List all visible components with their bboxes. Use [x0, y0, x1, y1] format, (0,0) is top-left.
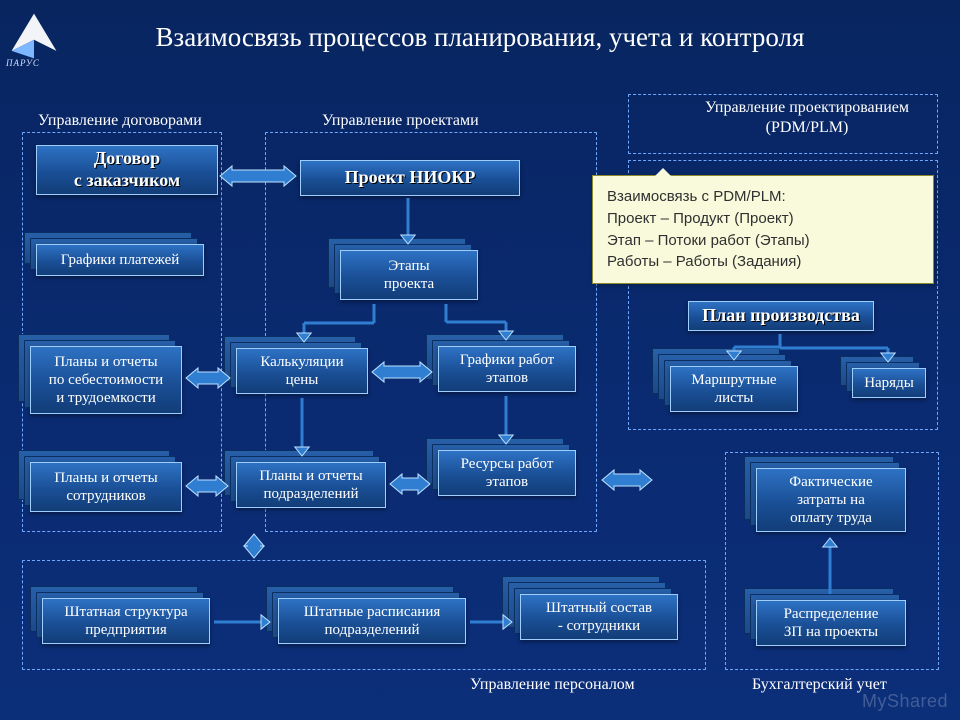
- node-prod_plan: План производства: [688, 301, 874, 331]
- node-staffing: Штатные расписанияподразделений: [278, 598, 466, 644]
- node-face-actual_labor: Фактическиезатраты наоплату труда: [756, 468, 906, 532]
- node-face-staff_list: Штатный состав- сотрудники: [520, 594, 678, 640]
- region-label-contracts: Управление договорами: [38, 112, 202, 130]
- node-staff_list: Штатный состав- сотрудники: [520, 594, 678, 640]
- logo-text: ПАРУС: [6, 58, 40, 68]
- region-label-projects: Управление проектами: [322, 112, 479, 130]
- node-face-contract: Договорс заказчиком: [36, 145, 218, 195]
- node-face-org_structure: Штатная структурапредприятия: [42, 598, 210, 644]
- node-face-project: Проект НИОКР: [300, 160, 520, 196]
- node-dept_plans: Планы и отчетыподразделений: [236, 462, 386, 508]
- node-orders: Наряды: [852, 368, 926, 398]
- node-salary_alloc: РаспределениеЗП на проекты: [756, 600, 906, 646]
- node-payment_sched: Графики платежей: [36, 244, 204, 276]
- node-face-staffing: Штатные расписанияподразделений: [278, 598, 466, 644]
- node-face-dept_plans: Планы и отчетыподразделений: [236, 462, 386, 508]
- node-face-payment_sched: Графики платежей: [36, 244, 204, 276]
- node-face-cost_plans: Планы и отчетыпо себестоимостии трудоемк…: [30, 346, 182, 414]
- node-face-work_sched: Графики работэтапов: [438, 346, 576, 392]
- watermark: MyShared: [862, 691, 948, 712]
- node-contract: Договорс заказчиком: [36, 145, 218, 195]
- node-stages: Этапыпроекта: [340, 250, 478, 300]
- node-actual_labor: Фактическиезатраты наоплату труда: [756, 468, 906, 532]
- node-resources: Ресурсы работэтапов: [438, 450, 576, 496]
- region-label-pdm: Управление проектированием(PDM/PLM): [662, 98, 952, 138]
- region-label-hr: Управление персоналом: [470, 676, 635, 694]
- node-route_sheets: Маршрутныелисты: [670, 366, 798, 412]
- page-title: Взаимосвязь процессов планирования, учет…: [0, 22, 960, 53]
- node-org_structure: Штатная структурапредприятия: [42, 598, 210, 644]
- node-work_sched: Графики работэтапов: [438, 346, 576, 392]
- node-project: Проект НИОКР: [300, 160, 520, 196]
- node-face-route_sheets: Маршрутныелисты: [670, 366, 798, 412]
- node-face-salary_alloc: РаспределениеЗП на проекты: [756, 600, 906, 646]
- pdm-tooltip: Взаимосвязь с PDM/PLM:Проект – Продукт (…: [592, 175, 934, 284]
- node-cost_plans: Планы и отчетыпо себестоимостии трудоемк…: [30, 346, 182, 414]
- node-face-calc_price: Калькуляциицены: [236, 348, 368, 394]
- node-face-stages: Этапыпроекта: [340, 250, 478, 300]
- node-face-orders: Наряды: [852, 368, 926, 398]
- node-face-resources: Ресурсы работэтапов: [438, 450, 576, 496]
- node-face-prod_plan: План производства: [688, 301, 874, 331]
- node-emp_plans: Планы и отчетысотрудников: [30, 462, 182, 512]
- node-calc_price: Калькуляциицены: [236, 348, 368, 394]
- node-face-emp_plans: Планы и отчетысотрудников: [30, 462, 182, 512]
